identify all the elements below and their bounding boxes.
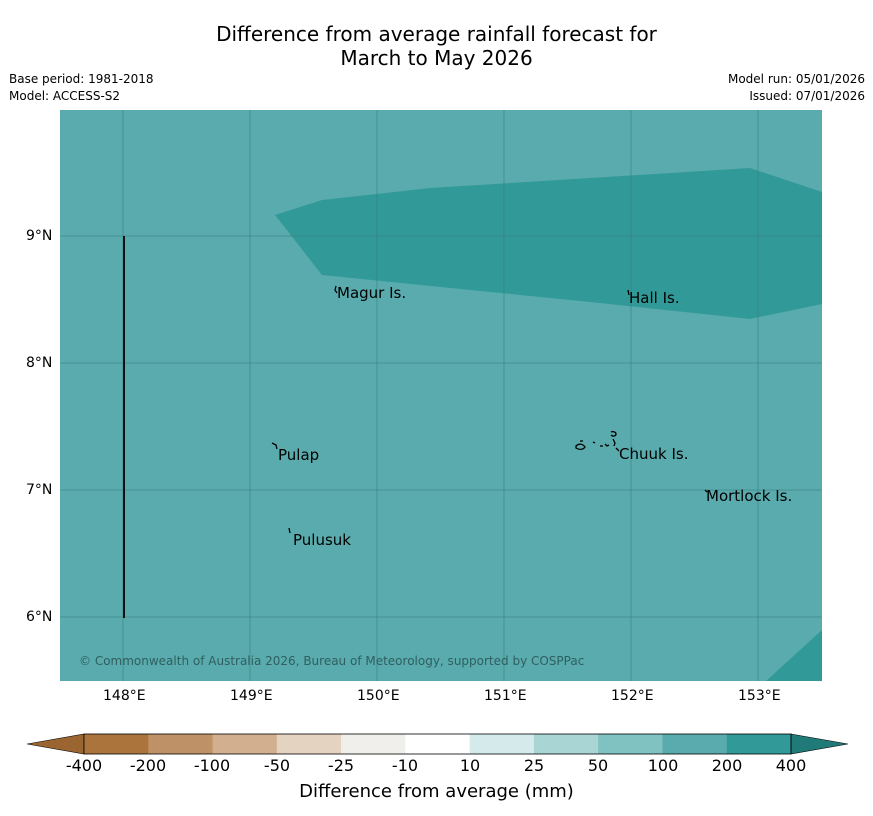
lon-tick-151e: 151°E [484,688,527,704]
cb-label-6: 10 [459,756,481,775]
cb-label-3: -50 [263,756,291,775]
title-line-2: March to May 2026 [340,46,533,70]
colorbar-segment [662,734,728,754]
cb-label-4: -25 [327,756,355,775]
model-run: Model run: 05/01/2026 [727,72,865,86]
anomaly-corner-high [766,630,822,681]
colorbar-title: Difference from average (mm) [299,781,574,802]
colorbar [26,733,849,755]
colorbar-segments [84,734,792,754]
map-title: Difference from average rainfall forecas… [0,22,873,70]
place-mortlock: Mortlock Is. [706,487,793,505]
lon-tick-149e: 149°E [230,688,273,704]
cb-label-7: 25 [523,756,545,775]
colorbar-segment [405,734,471,754]
meta-right: Model run: 05/01/2026 Issued: 07/01/2026 [728,71,865,105]
cb-label-10: 200 [711,756,743,775]
cb-label-2: -100 [193,756,231,775]
colorbar-segment [148,734,214,754]
island-outlines [271,285,708,534]
title-line-1: Difference from average rainfall forecas… [216,22,657,46]
place-pulusuk: Pulusuk [293,531,351,549]
lat-tick-7n: 7°N [26,482,53,498]
lon-tick-152e: 152°E [611,688,654,704]
colorbar-arrow-low [26,733,85,755]
cb-label-8: 50 [587,756,609,775]
colorbar-segment [726,734,792,754]
place-pulap: Pulap [278,446,320,464]
lat-tick-9n: 9°N [26,228,53,244]
lon-tick-148e: 148°E [103,688,146,704]
map-canvas [60,110,822,681]
cb-label-5: -10 [391,756,419,775]
lat-tick-6n: 6°N [26,609,53,625]
lat-tick-8n: 8°N [26,355,53,371]
cb-label-0: -400 [65,756,103,775]
colorbar-segment [84,734,149,754]
place-hall: Hall Is. [629,289,680,307]
map-panel[interactable]: Magur Is. Hall Is. Pulap Chuuk Is. Mortl… [60,110,822,681]
cb-label-11: 400 [775,756,807,775]
model-name: Model: ACCESS-S2 [9,89,121,103]
cb-label-1: -200 [129,756,167,775]
base-period: Base period: 1981-2018 [9,72,154,86]
colorbar-segment [533,734,599,754]
anomaly-band-high [275,168,822,319]
copyright-notice: © Commonwealth of Australia 2026, Bureau… [79,654,585,668]
lon-tick-153e: 153°E [738,688,781,704]
cb-label-9: 100 [647,756,679,775]
colorbar-segment [212,734,278,754]
colorbar-segment [276,734,342,754]
colorbar-arrow-high [790,733,849,755]
place-chuuk: Chuuk Is. [619,445,689,463]
lon-tick-150e: 150°E [357,688,400,704]
place-magur: Magur Is. [337,284,407,302]
meta-left: Base period: 1981-2018 Model: ACCESS-S2 [9,71,154,105]
colorbar-segment [341,734,406,754]
colorbar-frame [83,733,792,755]
colorbar-segment [469,734,535,754]
colorbar-segment [598,734,663,754]
issued-date: Issued: 07/01/2026 [749,89,865,103]
